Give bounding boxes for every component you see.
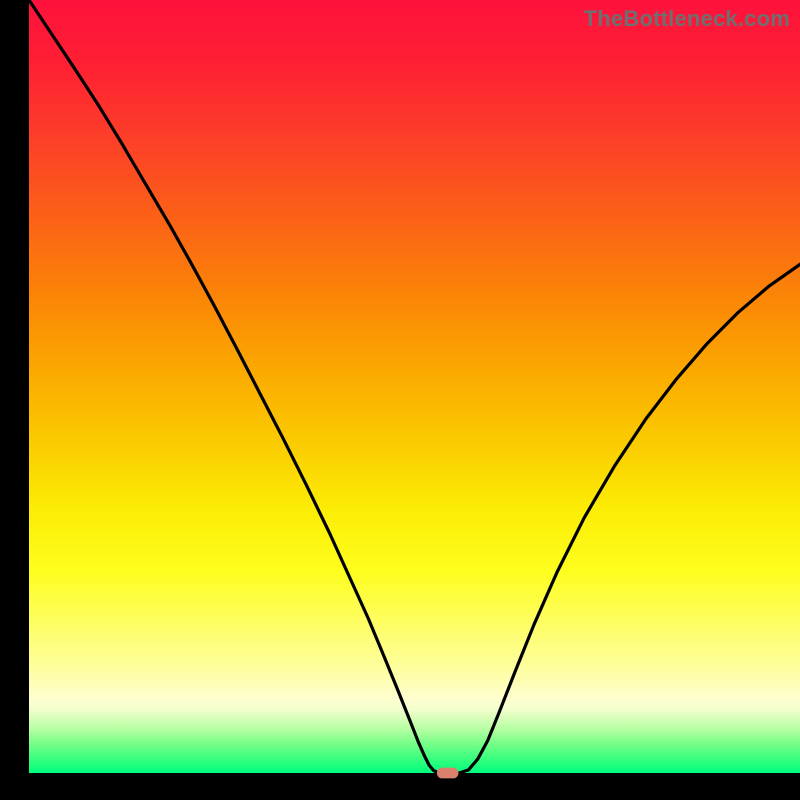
chart-container: TheBottleneck.com: [0, 0, 800, 800]
bottleneck-chart: [0, 0, 800, 800]
watermark-label: TheBottleneck.com: [584, 6, 790, 32]
